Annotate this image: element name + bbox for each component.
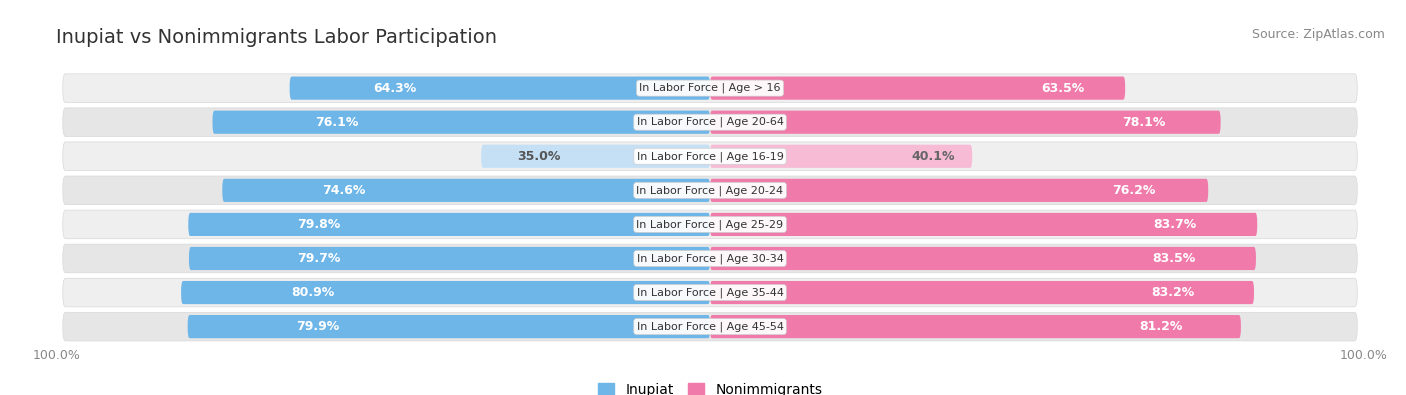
Text: 40.1%: 40.1% <box>911 150 955 163</box>
FancyBboxPatch shape <box>710 111 1220 134</box>
FancyBboxPatch shape <box>63 108 1357 137</box>
Text: Source: ZipAtlas.com: Source: ZipAtlas.com <box>1251 28 1385 41</box>
FancyBboxPatch shape <box>188 247 710 270</box>
Text: In Labor Force | Age 25-29: In Labor Force | Age 25-29 <box>637 219 783 229</box>
FancyBboxPatch shape <box>63 278 1357 307</box>
FancyBboxPatch shape <box>710 77 1125 100</box>
FancyBboxPatch shape <box>63 312 1357 341</box>
Text: 78.1%: 78.1% <box>1122 116 1166 129</box>
Text: In Labor Force | Age 45-54: In Labor Force | Age 45-54 <box>637 322 783 332</box>
Text: 79.9%: 79.9% <box>297 320 340 333</box>
Text: Inupiat vs Nonimmigrants Labor Participation: Inupiat vs Nonimmigrants Labor Participa… <box>56 28 498 47</box>
FancyBboxPatch shape <box>290 77 710 100</box>
Text: 81.2%: 81.2% <box>1140 320 1182 333</box>
Text: 83.7%: 83.7% <box>1153 218 1197 231</box>
Text: 64.3%: 64.3% <box>373 82 416 95</box>
Text: In Labor Force | Age 20-24: In Labor Force | Age 20-24 <box>637 185 783 196</box>
Text: 79.7%: 79.7% <box>298 252 340 265</box>
FancyBboxPatch shape <box>188 213 710 236</box>
Text: In Labor Force | Age 35-44: In Labor Force | Age 35-44 <box>637 287 783 298</box>
Text: 76.2%: 76.2% <box>1112 184 1156 197</box>
Text: 79.8%: 79.8% <box>297 218 340 231</box>
FancyBboxPatch shape <box>212 111 710 134</box>
Text: In Labor Force | Age 20-64: In Labor Force | Age 20-64 <box>637 117 783 128</box>
FancyBboxPatch shape <box>710 179 1208 202</box>
FancyBboxPatch shape <box>63 210 1357 239</box>
FancyBboxPatch shape <box>63 244 1357 273</box>
Text: 74.6%: 74.6% <box>322 184 366 197</box>
Text: 80.9%: 80.9% <box>291 286 335 299</box>
Legend: Inupiat, Nonimmigrants: Inupiat, Nonimmigrants <box>598 383 823 395</box>
FancyBboxPatch shape <box>710 281 1254 304</box>
FancyBboxPatch shape <box>63 142 1357 171</box>
Text: 76.1%: 76.1% <box>315 116 359 129</box>
Text: 35.0%: 35.0% <box>517 150 560 163</box>
FancyBboxPatch shape <box>222 179 710 202</box>
Text: 83.5%: 83.5% <box>1153 252 1195 265</box>
FancyBboxPatch shape <box>710 213 1257 236</box>
FancyBboxPatch shape <box>63 74 1357 102</box>
Text: 83.2%: 83.2% <box>1150 286 1194 299</box>
FancyBboxPatch shape <box>710 247 1256 270</box>
FancyBboxPatch shape <box>481 145 710 168</box>
FancyBboxPatch shape <box>63 176 1357 205</box>
Text: In Labor Force | Age 30-34: In Labor Force | Age 30-34 <box>637 253 783 264</box>
FancyBboxPatch shape <box>187 315 710 338</box>
FancyBboxPatch shape <box>181 281 710 304</box>
FancyBboxPatch shape <box>710 315 1241 338</box>
Text: In Labor Force | Age > 16: In Labor Force | Age > 16 <box>640 83 780 93</box>
FancyBboxPatch shape <box>710 145 972 168</box>
Text: In Labor Force | Age 16-19: In Labor Force | Age 16-19 <box>637 151 783 162</box>
Text: 63.5%: 63.5% <box>1042 82 1084 95</box>
